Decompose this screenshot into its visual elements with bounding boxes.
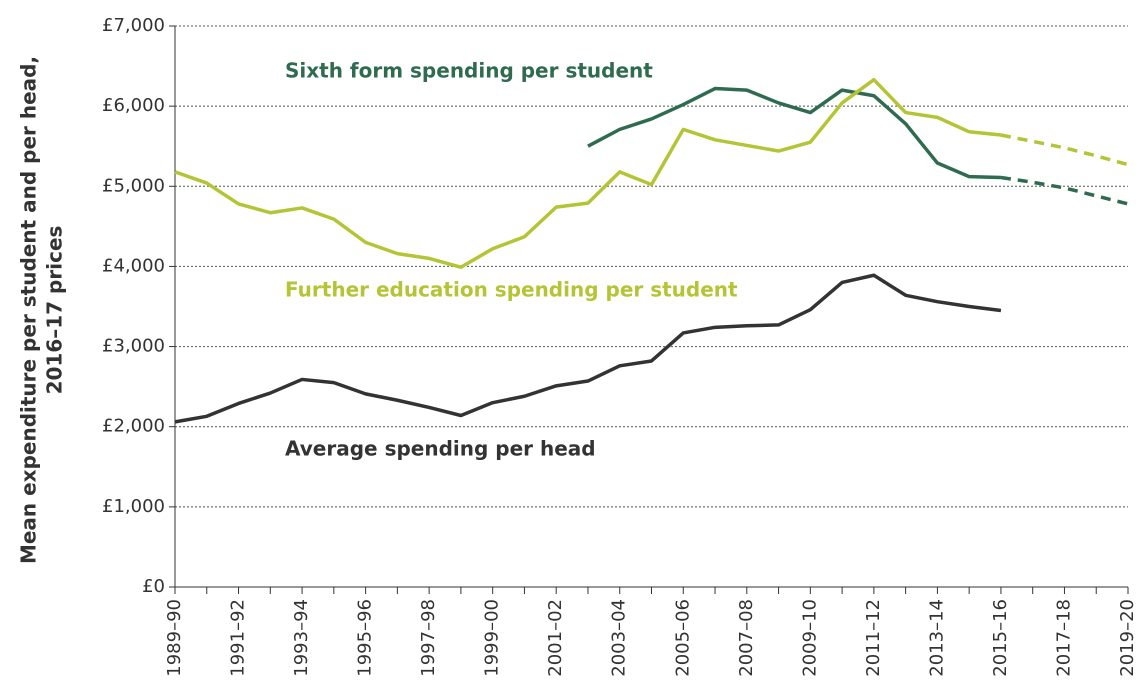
y-tick-label: £0	[142, 576, 165, 597]
y-tick-label: £4,000	[102, 255, 165, 276]
y-axis-title: 2016–17 prices	[43, 226, 67, 395]
y-tick-label: £7,000	[102, 15, 165, 36]
x-tick-label: 2003–04	[609, 599, 630, 677]
series-line	[174, 273, 1002, 424]
y-tick-label: £3,000	[102, 336, 165, 357]
series-line	[1000, 133, 1129, 167]
x-tick-label: 2011–12	[863, 599, 884, 677]
series-label: Sixth form spending per student	[285, 59, 653, 83]
y-tick-label: £1,000	[102, 496, 165, 517]
x-tick-label: 1997–98	[418, 599, 439, 677]
x-tick-label: 2013–14	[926, 599, 947, 677]
series-line	[1000, 175, 1129, 206]
x-tick-label: 2007–08	[736, 599, 757, 677]
series-label: Further education spending per student	[285, 278, 738, 302]
x-tick-label: 2019–20	[1117, 599, 1138, 677]
x-tick-label: 1993–94	[291, 599, 312, 677]
x-tick-label: 1989–90	[164, 599, 185, 677]
x-tick-label: 2005–06	[672, 599, 693, 677]
x-tick-label: 1995–96	[355, 599, 376, 677]
y-tick-label: £5,000	[102, 175, 165, 196]
x-tick-label: 2015–16	[990, 599, 1011, 677]
y-axis-title: Mean expenditure per student and per hea…	[17, 56, 41, 564]
x-tick-label: 2001–02	[545, 599, 566, 677]
series-line	[587, 86, 1001, 180]
series-line	[174, 77, 1002, 269]
series-label: Average spending per head	[285, 437, 596, 461]
x-tick-label: 1999–00	[482, 599, 503, 677]
x-tick-label: 2017–18	[1053, 599, 1074, 677]
y-tick-label: £6,000	[102, 95, 165, 116]
x-tick-label: 2009–10	[799, 599, 820, 677]
y-tick-label: £2,000	[102, 416, 165, 437]
x-tick-label: 1991–92	[228, 599, 249, 677]
